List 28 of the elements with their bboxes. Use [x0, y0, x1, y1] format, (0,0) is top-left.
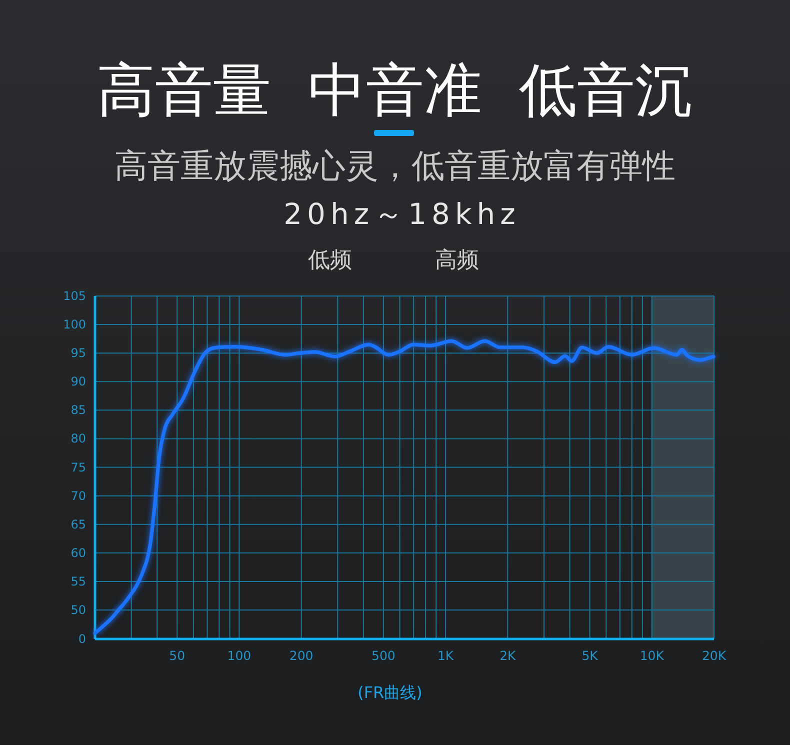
- x-tick-label: 20K: [702, 648, 727, 663]
- y-tick-label: 100: [63, 318, 86, 332]
- x-tick-label: 10K: [640, 648, 665, 663]
- x-tick-label: 200: [289, 648, 314, 663]
- text: 低频: [308, 248, 352, 273]
- y-tick-label: 70: [70, 488, 86, 503]
- x-tick-label: 2K: [500, 648, 517, 663]
- text: (FR曲线): [358, 683, 422, 702]
- y-tick-label: 85: [70, 403, 86, 418]
- y-tick-label: 105: [63, 289, 86, 303]
- x-tick-label: 5K: [582, 648, 599, 663]
- text: 高频: [435, 248, 479, 273]
- y-tick-label: 95: [70, 346, 86, 360]
- text: 20hz～18khz: [284, 197, 520, 231]
- x-tick-label: 50: [169, 648, 186, 663]
- y-tick-label: 75: [70, 460, 86, 474]
- y-tick-label: 0: [78, 632, 86, 646]
- chart-title: 高音量 中音准 低音沉: [97, 56, 693, 124]
- y-tick-label: 90: [70, 374, 86, 389]
- x-tick-label: 100: [227, 648, 252, 663]
- y-tick-label: 80: [70, 432, 86, 446]
- x-tick-label: 500: [372, 648, 396, 663]
- y-tick-label: 55: [70, 574, 86, 588]
- x-tick-label: 1K: [437, 648, 454, 663]
- y-tick-label: 65: [70, 517, 86, 532]
- y-tick-label: 60: [70, 546, 86, 560]
- y-tick-label: 50: [70, 603, 86, 617]
- chart-subtitle: 高音重放震撼心灵，低音重放富有弹性: [114, 146, 676, 185]
